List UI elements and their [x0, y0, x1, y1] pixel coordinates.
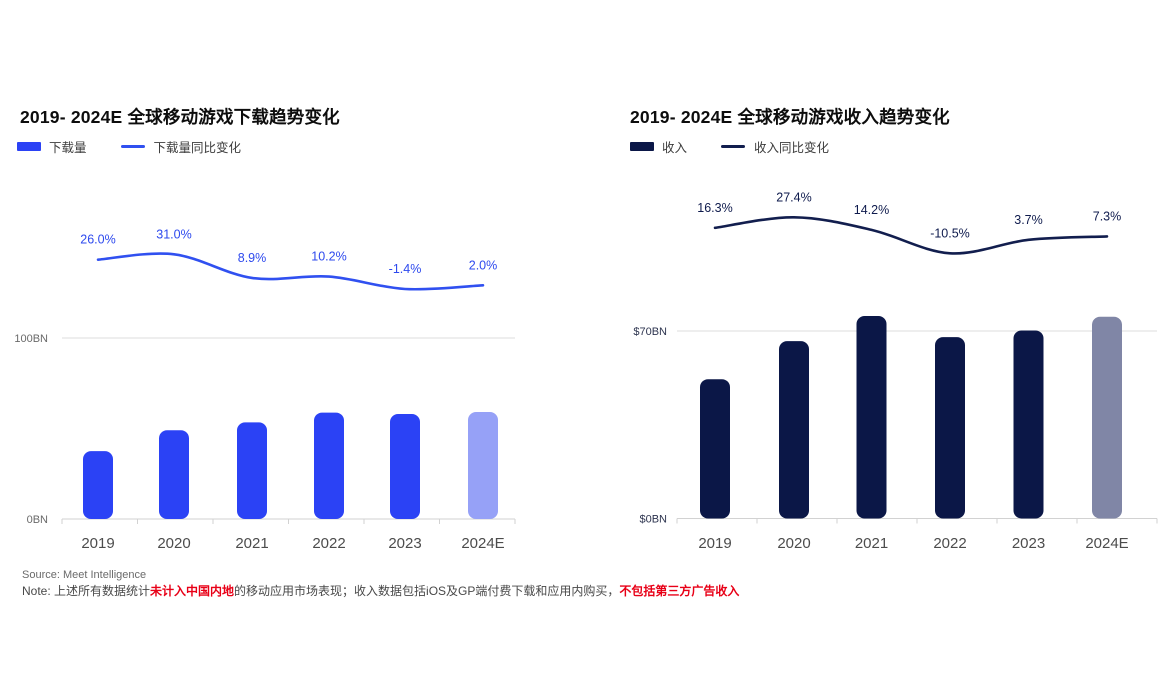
downloads-line-legend-swatch [120, 145, 145, 148]
bar-2019 [83, 451, 113, 519]
y-axis-base-label: 0BN [27, 514, 48, 526]
revenue-legend: 收入 收入同比变化 [630, 137, 863, 156]
yoy-label-2024E: 2.0% [469, 258, 498, 272]
x-label-2024E: 2024E [461, 535, 504, 552]
yoy-label-2020: 31.0% [156, 227, 191, 241]
yoy-line [713, 215, 1109, 255]
yoy-label-2022: 10.2% [311, 250, 346, 264]
yoy-label-2021: 14.2% [854, 203, 889, 217]
revenue-bar-legend-swatch [630, 142, 654, 151]
yoy-label-2024E: 7.3% [1093, 209, 1122, 223]
revenue-line-legend-label: 收入同比变化 [754, 141, 830, 155]
bar-2022 [935, 337, 965, 519]
y-axis-grid-label: 100BN [14, 333, 48, 345]
downloads-chart-canvas: 100BN 0BN 2019 2020 2021 2022 2023 2024E 26.0% 31… [14, 227, 516, 552]
downloads-line-legend-label: 下载量同比变化 [153, 141, 242, 155]
yoy-label-2022: -10.5% [930, 226, 970, 240]
yoy-line [96, 252, 485, 291]
x-label-2023: 2023 [388, 535, 421, 552]
x-label-2019: 2019 [81, 535, 114, 552]
source-text: Source: Meet Intelligence [22, 569, 147, 581]
x-label-2023: 2023 [1012, 535, 1045, 552]
bar-2023 [390, 414, 420, 519]
y-axis-base-label: $0BN [639, 514, 667, 526]
bar-2021 [856, 316, 887, 519]
revenue-line-legend-item: 收入同比变化 [721, 137, 829, 156]
downloads-legend: 下载量 下载量同比变化 [17, 137, 275, 156]
bar-2024E [1092, 316, 1122, 519]
note-middle: 的移动应用市场表现；收入数据包括iOS及GP端付费下载和应用内购买， [234, 584, 620, 598]
downloads-bar-legend-swatch [17, 142, 41, 151]
yoy-label-2019: 26.0% [80, 233, 115, 247]
downloads-line-legend-item: 下载量同比变化 [120, 137, 242, 156]
bar-2021 [237, 422, 267, 519]
note-highlight-excluding-mainland-china: 未计入中国内地 [150, 584, 235, 598]
downloads-bar-legend-label: 下载量 [49, 141, 87, 155]
bar-2020 [159, 430, 189, 519]
revenue-chart-canvas: $70BN $0BN 2019 2020 2021 2022 2023 2024E 16.3% 2… [633, 190, 1158, 552]
note-highlight-excluding-third-party-ads: 不包括第三方广告收入 [619, 584, 740, 598]
x-label-2020: 2020 [157, 535, 190, 552]
note-text: Note: 上述所有数据统计未计入中国内地的移动应用市场表现；收入数据包括iOS… [22, 582, 739, 599]
bar-2023 [1013, 330, 1044, 519]
downloads-bar-legend-item: 下载量 [17, 137, 87, 156]
x-label-2020: 2020 [777, 535, 810, 552]
yoy-label-2020: 27.4% [776, 190, 811, 204]
revenue-bar-legend-item: 收入 [630, 137, 687, 156]
bar-2019 [700, 379, 730, 519]
revenue-line-legend-swatch [721, 145, 746, 148]
y-axis-grid-label: $70BN [633, 326, 667, 338]
revenue-bar-legend-label: 收入 [662, 141, 688, 155]
revenue-chart-title: 2019- 2024E 全球移动游戏收入趋势变化 [630, 107, 950, 127]
bar-2020 [779, 341, 809, 519]
yoy-label-2023: 3.7% [1014, 213, 1043, 227]
x-label-2022: 2022 [312, 535, 345, 552]
yoy-label-2019: 16.3% [697, 201, 732, 215]
note-prefix: Note: 上述所有数据统计 [22, 584, 151, 598]
yoy-label-2023: -1.4% [389, 262, 422, 276]
x-label-2019: 2019 [698, 535, 731, 552]
x-label-2022: 2022 [933, 535, 966, 552]
bar-2024E [468, 412, 498, 519]
downloads-chart-title: 2019- 2024E 全球移动游戏下载趋势变化 [20, 107, 340, 127]
bar-2022 [314, 412, 344, 519]
x-label-2024E: 2024E [1085, 535, 1128, 552]
yoy-label-2021: 8.9% [238, 251, 267, 265]
x-label-2021: 2021 [235, 535, 268, 552]
x-label-2021: 2021 [855, 535, 888, 552]
